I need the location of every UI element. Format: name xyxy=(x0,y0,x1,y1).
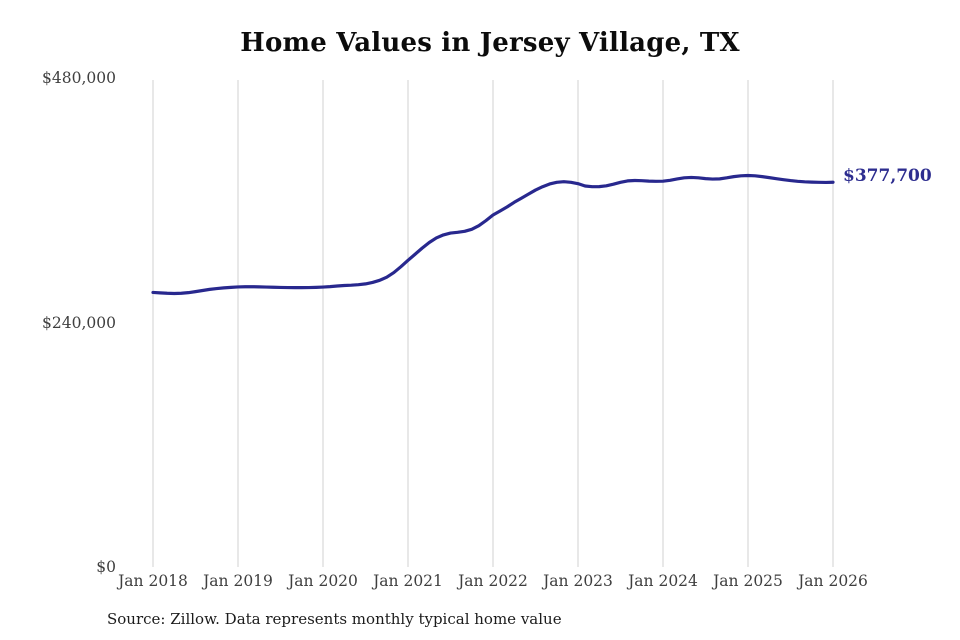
y-axis-tick-label: $240,000 xyxy=(42,313,116,332)
x-axis-tick-label: Jan 2025 xyxy=(713,572,783,590)
x-axis-tick-label: Jan 2019 xyxy=(203,572,273,590)
source-note: Source: Zillow. Data represents monthly … xyxy=(107,610,562,628)
home-value-line xyxy=(151,173,835,296)
chart-title: Home Values in Jersey Village, TX xyxy=(240,28,740,58)
y-axis-tick-label: $480,000 xyxy=(42,69,116,87)
x-axis-tick-label: Jan 2020 xyxy=(288,572,358,590)
x-axis-tick-label: Jan 2021 xyxy=(373,572,443,590)
x-axis-tick-label: Jan 2024 xyxy=(628,572,698,590)
y-axis-tick-label: $0 xyxy=(96,558,116,576)
x-axis-tick-label: Jan 2022 xyxy=(458,572,528,590)
x-axis-tick-label: Jan 2018 xyxy=(118,572,188,590)
x-axis-tick-label: Jan 2023 xyxy=(543,572,613,590)
end-value-label: $377,700 xyxy=(843,166,932,187)
x-axis-tick-label: Jan 2026 xyxy=(798,572,868,590)
gridlines xyxy=(152,80,834,567)
